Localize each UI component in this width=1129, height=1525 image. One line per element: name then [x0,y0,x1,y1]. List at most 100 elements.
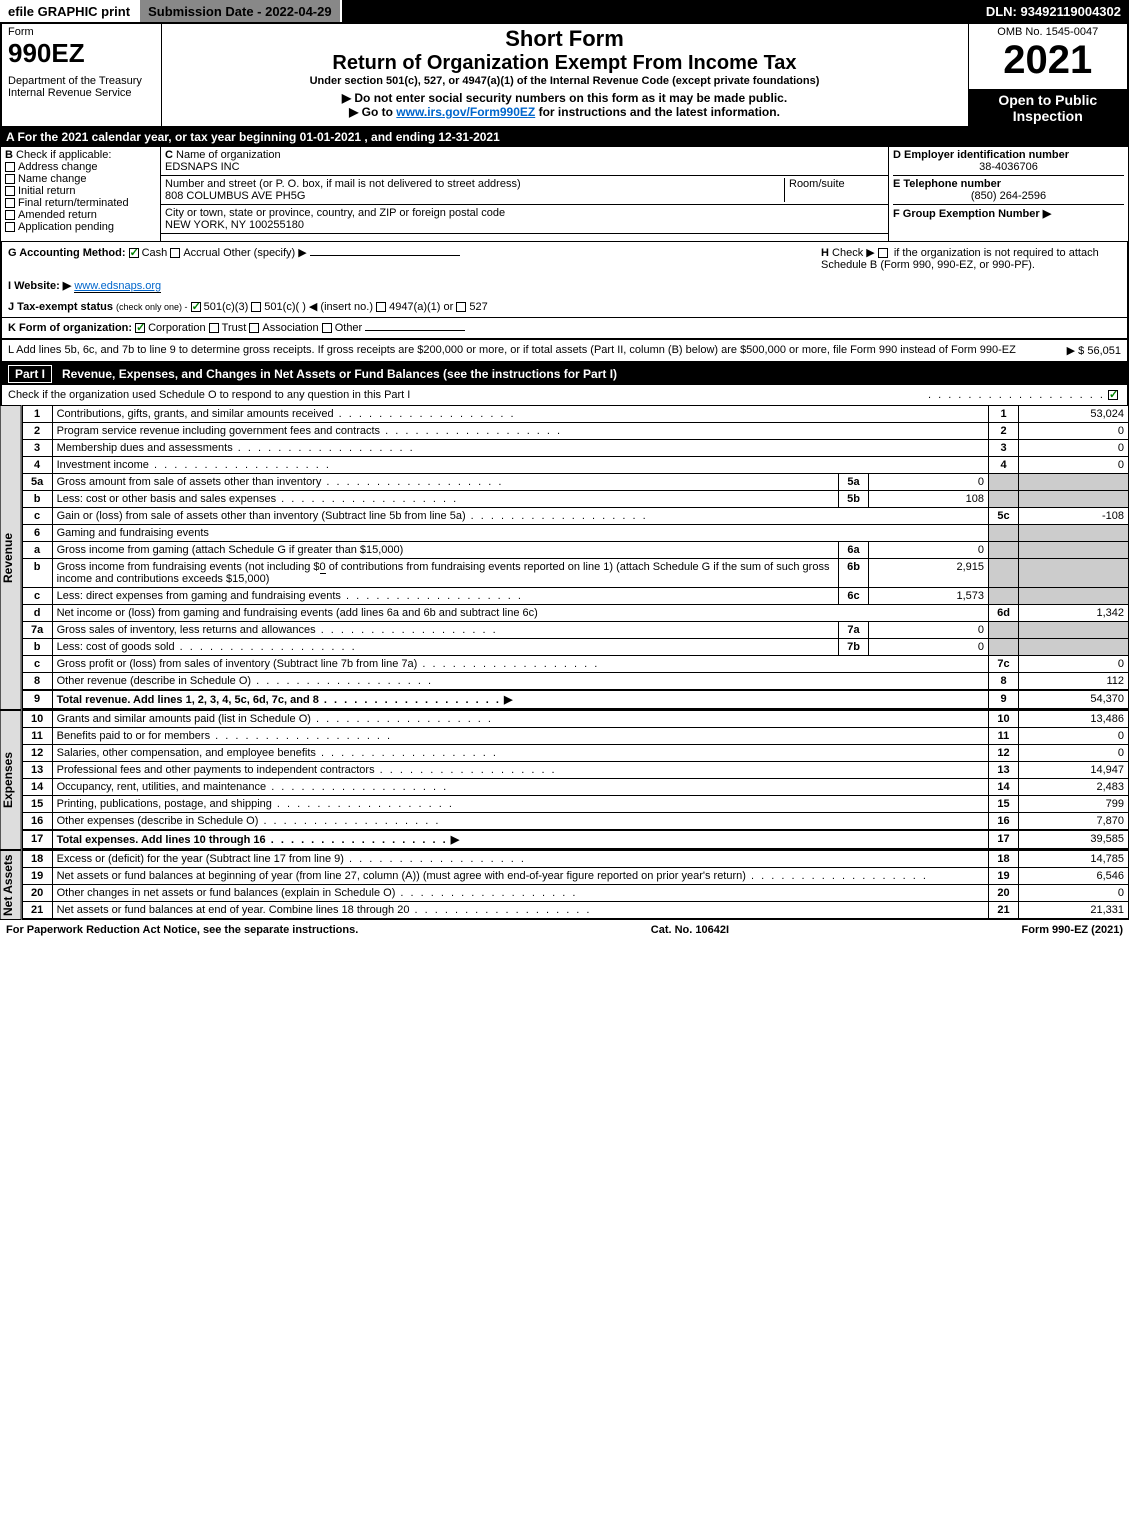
c-label: C [165,149,173,161]
checkbox-other-org[interactable] [322,323,332,333]
spacer-cell [161,233,889,241]
omb-number: OMB No. 1545-0047 [975,26,1122,38]
checkbox-app-pending[interactable] [5,222,15,232]
l15-text: Printing, publications, postage, and shi… [57,798,454,810]
l14-num: 14 [22,778,52,795]
room-label: Room/suite [784,178,884,202]
checkbox-address-change[interactable] [5,162,15,172]
inspection-box: Open to Public Inspection [968,89,1128,127]
l6c-sublab: 6c [839,587,869,604]
checkbox-name-change[interactable] [5,174,15,184]
l17-arrow: ▶ [451,834,459,846]
l13-num: 13 [22,761,52,778]
l6c-text: Less: direct expenses from gaming and fu… [57,590,523,602]
dln-label: DLN: 93492119004302 [978,0,1129,22]
l14-lab: 14 [989,778,1019,795]
address-change-label: Address change [18,161,98,173]
g-label: G Accounting Method: [8,247,126,259]
checkbox-final-return[interactable] [5,198,15,208]
under-section: Under section 501(c), 527, or 4947(a)(1)… [168,75,962,87]
city-value: NEW YORK, NY 100255180 [165,219,304,231]
l3-lab: 3 [989,439,1019,456]
l14-text: Occupancy, rent, utilities, and maintena… [57,781,449,793]
goto-pre: ▶ Go to [349,105,396,119]
line-9: 9Total revenue. Add lines 1, 2, 3, 4, 5c… [22,690,1128,709]
part-i-checknote: Check if the organization used Schedule … [0,385,1129,405]
checkbox-h[interactable] [878,248,888,258]
irs-link[interactable]: www.irs.gov/Form990EZ [396,105,535,119]
l7b-num: b [22,638,52,655]
section-bcdef: B Check if applicable: Address change Na… [0,146,1129,242]
website-link[interactable]: www.edsnaps.org [74,280,161,293]
l7a-num: 7a [22,621,52,638]
l18-desc: Excess or (deficit) for the year (Subtra… [52,850,988,867]
l6c-shaded [989,587,1019,604]
checkbox-corp[interactable] [135,323,145,333]
l12-lab: 12 [989,744,1019,761]
l5c-text: Gain or (loss) from sale of assets other… [57,510,648,522]
l7b-shaded2 [1019,638,1129,655]
l6a-shaded2 [1019,541,1129,558]
street-label: Number and street (or P. O. box, if mail… [165,178,521,190]
name-change-label: Name change [18,173,87,185]
checkbox-501c[interactable] [251,302,261,312]
checkbox-cash[interactable] [129,248,139,258]
netassets-side-label: Net Assets [0,850,22,920]
l6a-shaded [989,541,1019,558]
checkbox-501c3[interactable] [191,302,201,312]
line-2: 2Program service revenue including gover… [22,422,1128,439]
org-name: EDSNAPS INC [165,161,240,173]
line-16: 16Other expenses (describe in Schedule O… [22,812,1128,830]
b-label: B [5,149,13,161]
trust-label: Trust [222,322,247,334]
checkbox-initial-return[interactable] [5,186,15,196]
cash-label: Cash [142,247,168,259]
line-7a: 7aGross sales of inventory, less returns… [22,621,1128,638]
l7a-desc: Gross sales of inventory, less returns a… [52,621,838,638]
k-label: K Form of organization: [8,322,132,334]
l1-text: Contributions, gifts, grants, and simila… [57,408,516,420]
line-4: 4Investment income40 [22,456,1128,473]
l7c-lab: 7c [989,655,1019,672]
l12-num: 12 [22,744,52,761]
section-g: G Accounting Method: Cash Accrual Other … [8,246,821,271]
l6a-desc: Gross income from gaming (attach Schedul… [52,541,838,558]
section-j: J Tax-exempt status (check only one) - 5… [0,296,1129,317]
line-20: 20Other changes in net assets or fund ba… [22,884,1128,901]
l1-val: 53,024 [1019,405,1129,422]
l20-val: 0 [1019,884,1129,901]
return-title: Return of Organization Exempt From Incom… [168,52,962,75]
l8-desc: Other revenue (describe in Schedule O) [52,672,988,690]
l7c-text: Gross profit or (loss) from sales of inv… [57,658,600,670]
part-i-title: Revenue, Expenses, and Changes in Net As… [62,367,617,381]
accrual-label: Accrual [183,247,220,259]
l6d-desc: Net income or (loss) from gaming and fun… [52,604,988,621]
l1-num: 1 [22,405,52,422]
l10-lab: 10 [989,710,1019,727]
l15-lab: 15 [989,795,1019,812]
l7c-num: c [22,655,52,672]
l5a-text: Gross amount from sale of assets other t… [57,476,504,488]
checkbox-assoc[interactable] [249,323,259,333]
opt-527: 527 [469,301,487,313]
checkbox-527[interactable] [456,302,466,312]
l7b-text: Less: cost of goods sold [57,641,357,653]
checkbox-4947[interactable] [376,302,386,312]
l19-num: 19 [22,867,52,884]
line-17: 17Total expenses. Add lines 10 through 1… [22,830,1128,849]
l1-lab: 1 [989,405,1019,422]
ein-value: 38-4036706 [893,161,1124,173]
name-of-org-label: Name of organization [176,149,281,161]
initial-return-label: Initial return [18,185,75,197]
app-pending-label: Application pending [18,221,114,233]
l9-text: Total revenue. Add lines 1, 2, 3, 4, 5c,… [57,694,501,706]
checkbox-accrual[interactable] [170,248,180,258]
netassets-table: 18Excess or (deficit) for the year (Subt… [22,850,1129,920]
checkbox-amended[interactable] [5,210,15,220]
checkbox-trust[interactable] [209,323,219,333]
checkbox-schedule-o[interactable] [1108,390,1118,400]
l5a-desc: Gross amount from sale of assets other t… [52,473,838,490]
l19-lab: 19 [989,867,1019,884]
goto-line: ▶ Go to www.irs.gov/Form990EZ for instru… [168,105,962,119]
part-i-label: Part I [8,365,52,383]
